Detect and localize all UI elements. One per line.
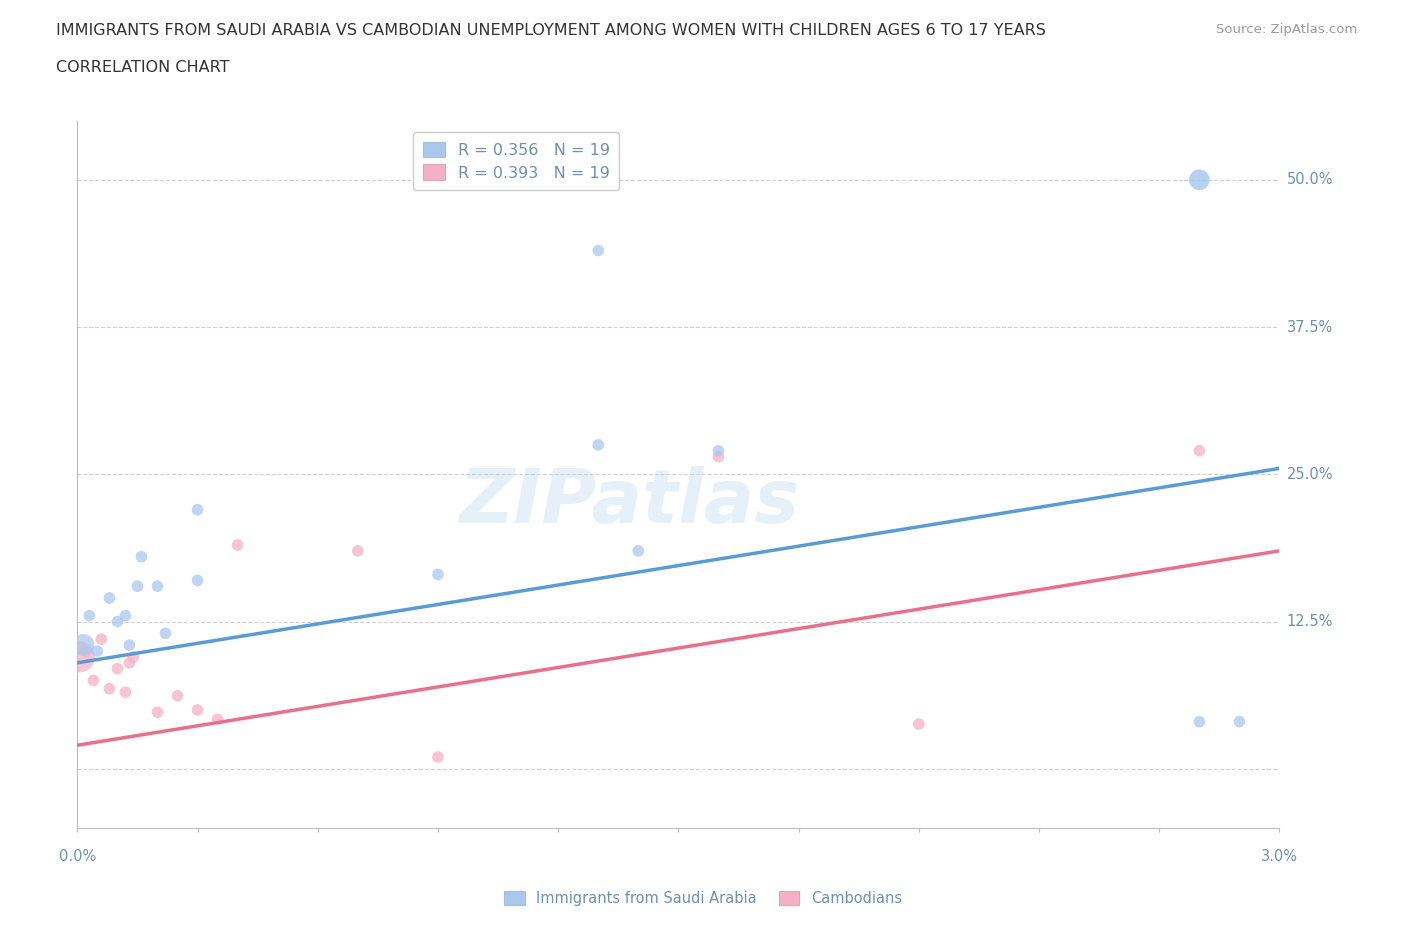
Point [107, 614, 129, 629]
Point [118, 638, 141, 653]
Text: 12.5%: 12.5% [1286, 614, 1333, 629]
Point [98, 682, 121, 697]
Text: 25.0%: 25.0% [1286, 467, 1333, 482]
Point [114, 684, 136, 699]
Point [72, 638, 94, 653]
Point [207, 711, 229, 726]
Point [588, 437, 610, 452]
Point [79, 608, 101, 623]
Point [90, 631, 112, 646]
Text: 0.0%: 0.0% [59, 849, 96, 864]
Point [908, 717, 931, 732]
Point [67, 649, 90, 664]
Text: Source: ZipAtlas.com: Source: ZipAtlas.com [1216, 23, 1357, 36]
Point [627, 543, 650, 558]
Text: CORRELATION CHART: CORRELATION CHART [56, 60, 229, 75]
Point [166, 688, 188, 703]
Point [1188, 172, 1211, 187]
Point [107, 661, 129, 676]
Point [131, 550, 153, 565]
Point [127, 578, 149, 593]
Point [186, 573, 209, 588]
Point [1229, 714, 1251, 729]
Text: 37.5%: 37.5% [1286, 320, 1333, 335]
Point [114, 608, 136, 623]
Point [1188, 444, 1211, 458]
Point [427, 750, 450, 764]
Text: ZIPatlas: ZIPatlas [460, 466, 800, 539]
Text: 3.0%: 3.0% [1261, 849, 1298, 864]
Point [347, 543, 370, 558]
Point [186, 702, 209, 717]
Legend: R = 0.356   N = 19, R = 0.393   N = 19: R = 0.356 N = 19, R = 0.393 N = 19 [413, 132, 619, 190]
Point [82, 673, 104, 688]
Point [98, 591, 121, 605]
Text: IMMIGRANTS FROM SAUDI ARABIA VS CAMBODIAN UNEMPLOYMENT AMONG WOMEN WITH CHILDREN: IMMIGRANTS FROM SAUDI ARABIA VS CAMBODIA… [56, 23, 1046, 38]
Point [707, 444, 730, 458]
Point [1188, 714, 1211, 729]
Point [146, 578, 169, 593]
Legend: Immigrants from Saudi Arabia, Cambodians: Immigrants from Saudi Arabia, Cambodians [498, 884, 908, 911]
Point [86, 644, 108, 658]
Point [427, 567, 450, 582]
Text: 50.0%: 50.0% [1286, 172, 1333, 187]
Point [75, 644, 97, 658]
Point [186, 502, 209, 517]
Point [588, 243, 610, 258]
Point [155, 626, 177, 641]
Point [707, 449, 730, 464]
Point [122, 649, 145, 664]
Point [226, 538, 249, 552]
Point [146, 705, 169, 720]
Point [118, 656, 141, 671]
